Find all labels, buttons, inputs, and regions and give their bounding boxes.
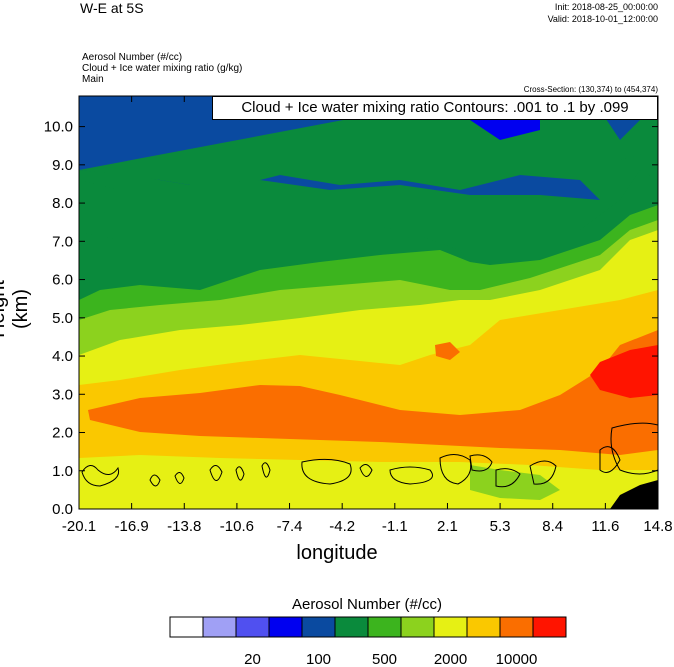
field-aerosol-label: Aerosol Number (#/cc) [82, 52, 183, 63]
colorbar-title: Aerosol Number (#/cc) [291, 596, 443, 613]
y-tick-label: 7.0 [52, 233, 73, 250]
x-tick-label: -4.2 [329, 518, 355, 535]
y-axis: 0.0 1.0 2.0 3.0 4.0 5.0 6.0 7.0 8.0 9.0 10.0 [44, 119, 658, 518]
x-tick-label: 5.3 [490, 518, 511, 535]
colorbar-swatch [334, 616, 369, 638]
y-tick-label: 4.0 [52, 348, 73, 365]
x-tick-label: -1.1 [382, 518, 408, 535]
colorbar-label: 500 [372, 651, 397, 667]
cross-section-label: Cross-Section: (130,374) to (454,374) [523, 85, 658, 94]
colorbar-label: 100 [306, 651, 331, 667]
y-tick-label: 1.0 [52, 463, 73, 480]
colorbar-swatch [202, 616, 237, 638]
x-tick-label: -20.1 [62, 518, 96, 535]
x-axis-label: longitude [296, 542, 378, 564]
colorbar-swatch [301, 616, 336, 638]
heatmap-field [79, 96, 658, 509]
x-tick-label: 2.1 [437, 518, 458, 535]
y-axis-label: Height (km) [0, 280, 32, 338]
x-axis: -20.1 -16.9 -13.8 -10.6 -7.4 -4.2 -1.1 2.1 5.3 8.… [62, 96, 673, 535]
init-time: Init: 2018-08-25_00:00:00 [554, 2, 658, 12]
x-tick-label: 14.8 [643, 518, 672, 535]
field-darkorange [88, 330, 658, 455]
colorbar-swatch [499, 616, 534, 638]
colorbar: 20 100 500 2000 10000 [169, 616, 567, 667]
colorbar-swatch [400, 616, 435, 638]
field-cloud-label: Cloud + Ice water mixing ratio (g/kg) [82, 63, 243, 74]
colorbar-swatch [367, 616, 402, 638]
contour-info-box: Cloud + Ice water mixing ratio Contours:… [212, 96, 658, 120]
cloud-contours [81, 422, 658, 488]
colorbar-label: 20 [244, 651, 261, 667]
x-tick-label: -10.6 [220, 518, 254, 535]
x-tick-label: -13.8 [167, 518, 201, 535]
x-tick-label: -7.4 [277, 518, 303, 535]
y-tick-label: 0.0 [52, 501, 73, 518]
colorbar-swatch [532, 616, 567, 638]
x-tick-label: 8.4 [542, 518, 563, 535]
y-tick-label: 9.0 [52, 157, 73, 174]
colorbar-swatch [466, 616, 501, 638]
domain-label: Main [82, 74, 104, 85]
y-tick-label: 6.0 [52, 272, 73, 289]
field-red-core [590, 345, 658, 398]
x-tick-label: -16.9 [115, 518, 149, 535]
y-tick-label: 10.0 [44, 119, 73, 136]
colorbar-swatch [169, 616, 204, 638]
y-tick-label: 5.0 [52, 310, 73, 327]
colorbar-label: 2000 [434, 651, 467, 667]
terrain-mask [610, 480, 658, 509]
valid-time: Valid: 2018-10-01_12:00:00 [547, 14, 658, 24]
x-tick-label: 11.6 [591, 518, 619, 535]
colorbar-swatch [268, 616, 303, 638]
y-tick-label: 3.0 [52, 386, 73, 403]
colorbar-label: 10000 [496, 651, 538, 667]
colorbar-swatch [433, 616, 468, 638]
plot-title: W-E at 5S [80, 0, 144, 16]
colorbar-swatch [235, 616, 270, 638]
y-tick-label: 2.0 [52, 425, 73, 442]
y-tick-label: 8.0 [52, 195, 73, 212]
